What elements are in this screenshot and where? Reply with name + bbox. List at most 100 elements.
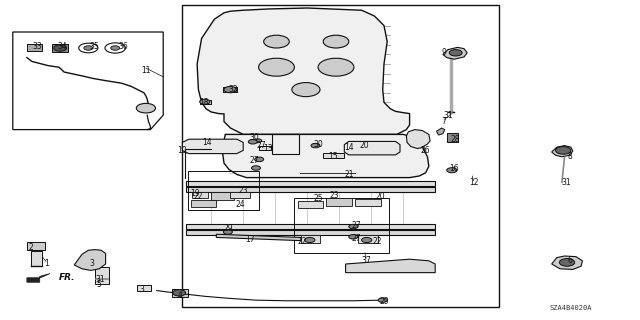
Text: 6: 6	[567, 256, 572, 265]
Polygon shape	[552, 146, 573, 157]
Polygon shape	[27, 274, 50, 282]
Text: 16: 16	[449, 164, 460, 172]
Text: 4: 4	[178, 292, 183, 300]
Text: 19: 19	[190, 189, 200, 198]
Bar	[326, 198, 352, 206]
Text: 25: 25	[314, 194, 324, 203]
Bar	[27, 242, 45, 250]
Text: 13: 13	[262, 144, 273, 153]
Text: 32: 32	[228, 85, 239, 94]
Text: 22: 22	[373, 237, 382, 246]
Polygon shape	[344, 141, 400, 155]
Text: 27: 27	[351, 234, 361, 243]
Text: 14: 14	[344, 143, 354, 152]
Polygon shape	[436, 128, 445, 135]
Text: 30: 30	[313, 140, 323, 148]
Text: 9: 9	[442, 48, 447, 57]
Polygon shape	[223, 134, 429, 178]
Bar	[31, 251, 42, 266]
Text: 15: 15	[328, 152, 338, 161]
Bar	[298, 201, 323, 208]
Bar	[27, 44, 42, 51]
Text: 29: 29	[379, 297, 389, 306]
Circle shape	[447, 168, 457, 173]
Text: 3: 3	[140, 285, 145, 294]
Text: 26: 26	[420, 146, 431, 155]
Circle shape	[255, 157, 264, 162]
Circle shape	[248, 140, 257, 144]
Bar	[230, 192, 250, 198]
Text: 31: 31	[561, 178, 572, 187]
Bar	[272, 134, 299, 154]
Text: 31: 31	[443, 111, 453, 120]
Text: 17: 17	[244, 236, 255, 244]
Circle shape	[254, 139, 262, 143]
Circle shape	[349, 224, 358, 229]
Text: 30: 30	[250, 133, 260, 142]
Text: 12: 12	[469, 178, 478, 187]
Text: 7: 7	[442, 117, 447, 126]
Text: 11: 11	[141, 66, 150, 75]
Circle shape	[200, 99, 210, 104]
Bar	[172, 289, 188, 297]
Text: 3: 3	[89, 260, 94, 268]
Bar	[182, 5, 499, 307]
Text: 27: 27	[256, 141, 266, 150]
Circle shape	[264, 35, 289, 48]
Text: 33: 33	[32, 42, 42, 51]
Text: 20: 20	[376, 192, 386, 201]
Text: 23: 23	[238, 186, 248, 195]
Text: 22: 22	[298, 237, 307, 246]
Bar	[447, 133, 458, 142]
Circle shape	[311, 143, 320, 148]
Circle shape	[136, 103, 156, 113]
Text: 2: 2	[28, 244, 33, 252]
Bar	[211, 192, 234, 200]
Polygon shape	[443, 47, 467, 59]
Circle shape	[349, 235, 358, 239]
Text: 27: 27	[351, 221, 361, 230]
Text: 22: 22	[194, 192, 203, 201]
Bar	[95, 267, 109, 284]
Circle shape	[54, 45, 67, 51]
Circle shape	[84, 46, 93, 50]
Text: 5: 5	[97, 280, 102, 289]
Polygon shape	[406, 130, 430, 148]
Text: 31: 31	[95, 276, 105, 284]
Text: FR.: FR.	[59, 273, 76, 282]
Polygon shape	[186, 187, 435, 192]
Circle shape	[111, 46, 120, 50]
Text: 35: 35	[90, 42, 100, 51]
Circle shape	[223, 230, 232, 234]
Bar	[191, 200, 216, 207]
Bar	[223, 87, 237, 92]
Polygon shape	[216, 234, 301, 241]
Circle shape	[173, 290, 186, 296]
Circle shape	[259, 58, 294, 76]
Polygon shape	[186, 230, 435, 235]
Text: 37: 37	[361, 256, 371, 265]
Bar	[301, 235, 320, 243]
Text: 23: 23	[329, 191, 339, 200]
Text: 20: 20	[360, 141, 370, 150]
Circle shape	[556, 147, 571, 154]
Text: 21: 21	[344, 170, 353, 179]
Bar	[137, 285, 151, 291]
Text: 24: 24	[235, 200, 245, 209]
Text: 18: 18	[199, 98, 208, 107]
Polygon shape	[74, 250, 106, 270]
Text: 28: 28	[451, 135, 460, 144]
Text: 29: 29	[223, 224, 234, 233]
Polygon shape	[197, 8, 410, 134]
Text: 36: 36	[118, 42, 129, 51]
Circle shape	[292, 83, 320, 97]
Text: 27: 27	[250, 156, 260, 164]
Text: SZA4B4020A: SZA4B4020A	[550, 305, 592, 311]
Text: 14: 14	[202, 138, 212, 147]
Text: 8: 8	[567, 152, 572, 161]
Polygon shape	[186, 181, 435, 186]
Bar	[188, 171, 259, 210]
Polygon shape	[186, 224, 435, 229]
Polygon shape	[346, 259, 435, 273]
Bar	[259, 146, 271, 150]
